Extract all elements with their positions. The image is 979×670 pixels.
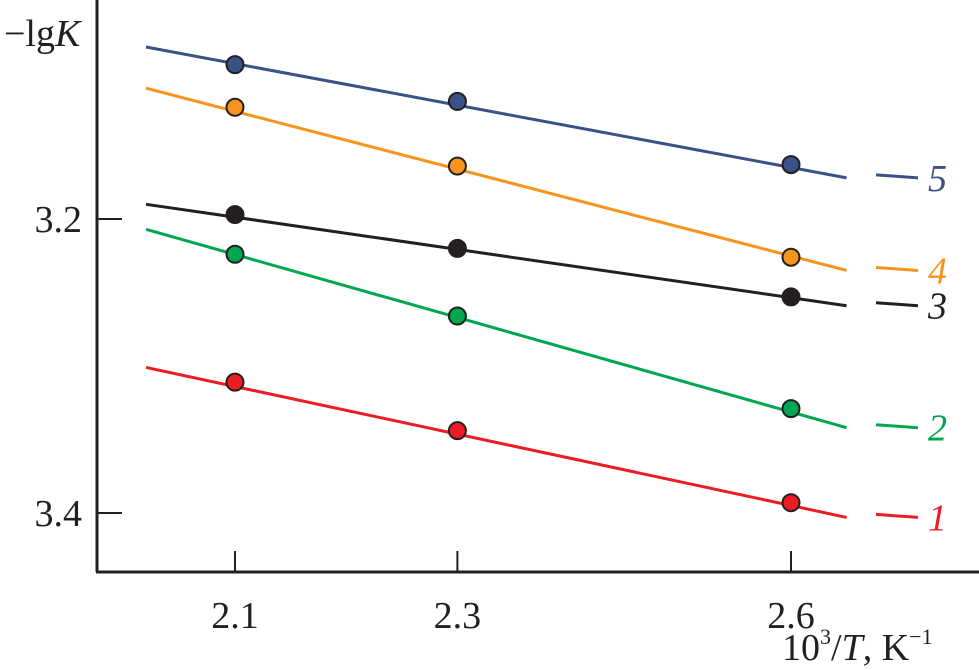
data-point [225,244,245,264]
data-point [447,306,467,326]
legend-dash [875,423,919,430]
data-point [225,55,245,75]
x-tick-label: 2.1 [211,595,259,637]
series-label: 3 [927,286,947,328]
data-point [447,238,467,258]
data-point [781,493,801,513]
series-label: 1 [928,497,947,539]
data-point [447,91,467,111]
series-line [145,366,847,519]
series-2: 2 [145,227,947,450]
series-label: 2 [928,408,947,450]
data-point [225,372,245,392]
legend-dash [875,173,919,180]
data-point [225,205,245,225]
data-point [781,399,801,419]
data-point [781,287,801,307]
legend-dash [875,265,919,272]
series-5: 5 [145,45,947,200]
y-tick-label: 3.2 [35,199,83,241]
series-label: 4 [928,250,947,292]
x-tick-label: 2.3 [434,595,482,637]
series-line [145,45,847,180]
series-line [145,227,848,430]
series-3: 3 [145,202,947,328]
series-4: 4 [145,86,947,292]
data-point [781,155,801,175]
series-line [145,202,847,308]
x-axis-label: 103/T, K−1 [782,624,933,669]
y-tick-label: 3.4 [35,493,83,535]
series-label: 5 [928,158,947,200]
series-line [145,86,847,272]
legend-dash [875,512,919,519]
legend-dash [875,301,919,308]
data-point [225,97,245,117]
x-tick-label: 2.6 [767,595,815,637]
series-1: 1 [145,366,947,539]
data-point [447,156,467,176]
data-point [781,247,801,267]
data-point [447,421,467,441]
y-axis-label: −lgK [4,13,82,55]
